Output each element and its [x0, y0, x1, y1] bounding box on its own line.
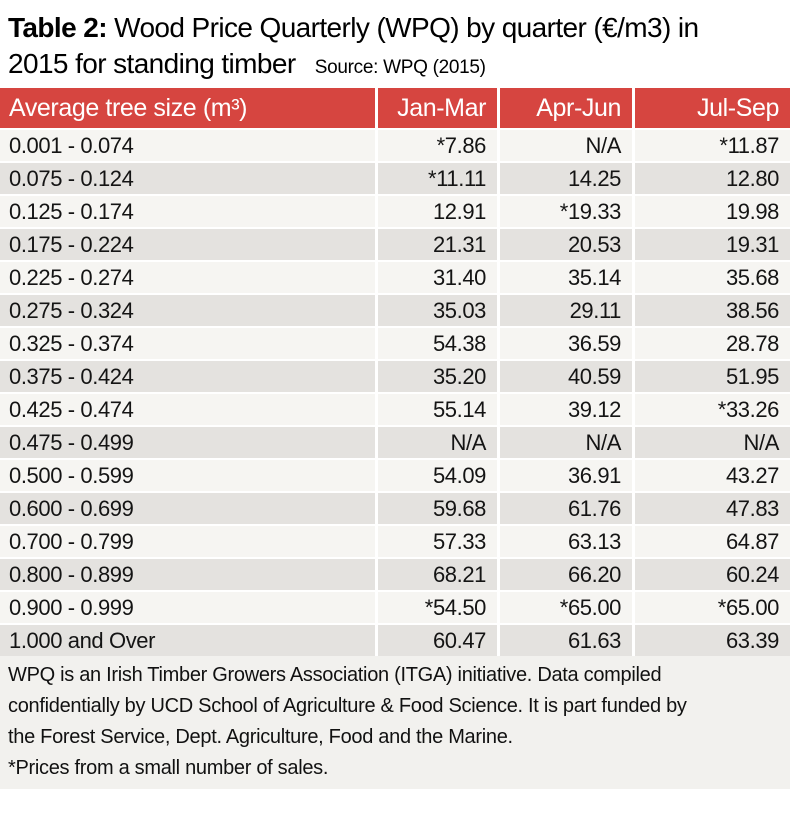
title-text-1: Wood Price Quarterly (WPQ) by quarter (€… — [114, 12, 699, 43]
cell-apr-jun: 39.12 — [497, 394, 632, 425]
table-row: 0.700 - 0.799 57.33 63.13 64.87 — [0, 524, 790, 557]
cell-jan-mar: 55.14 — [375, 394, 497, 425]
cell-tree-size: 0.175 - 0.224 — [9, 231, 134, 257]
table-header-row: Average tree size (m³) Jan-Mar Apr-Jun J… — [0, 88, 790, 128]
header-cell-apr-jun: Apr-Jun — [497, 88, 632, 128]
footer-note-line: WPQ is an Irish Timber Growers Associati… — [8, 664, 662, 686]
cell-apr-jun: N/A — [497, 130, 632, 161]
cell-jan-mar: 31.40 — [375, 262, 497, 293]
cell-jan-mar: *11.11 — [375, 163, 497, 194]
cell-jul-sep: 12.80 — [632, 163, 790, 194]
cell-jan-mar: 57.33 — [375, 526, 497, 557]
table-row: 0.175 - 0.224 21.31 20.53 19.31 — [0, 227, 790, 260]
cell-jul-sep: 43.27 — [632, 460, 790, 491]
table-row: 0.900 - 0.999 *54.50 *65.00 *65.00 — [0, 590, 790, 623]
table-row: 0.275 - 0.324 35.03 29.11 38.56 — [0, 293, 790, 326]
table-row: 0.075 - 0.124 *11.11 14.25 12.80 — [0, 161, 790, 194]
cell-apr-jun: *19.33 — [497, 196, 632, 227]
cell-tree-size: 0.900 - 0.999 — [9, 594, 134, 620]
title-text-2: 2015 for standing timber — [8, 48, 296, 79]
footer-asterisk-note: *Prices from a small number of sales. — [8, 757, 329, 779]
title-label: Table 2: — [8, 12, 108, 43]
table-row: 0.325 - 0.374 54.38 36.59 28.78 — [0, 326, 790, 359]
cell-apr-jun: 40.59 — [497, 361, 632, 392]
table-row: 0.125 - 0.174 12.91 *19.33 19.98 — [0, 194, 790, 227]
title-line-2: 2015 for standing timber Source: WPQ (20… — [8, 46, 782, 86]
cell-apr-jun: *65.00 — [497, 592, 632, 623]
cell-tree-size: 0.425 - 0.474 — [9, 396, 134, 422]
header-cell-jan-mar: Jan-Mar — [375, 88, 497, 128]
cell-apr-jun: 61.76 — [497, 493, 632, 524]
cell-jul-sep: 64.87 — [632, 526, 790, 557]
cell-apr-jun: N/A — [497, 427, 632, 458]
table-row: 0.425 - 0.474 55.14 39.12 *33.26 — [0, 392, 790, 425]
cell-jul-sep: N/A — [632, 427, 790, 458]
cell-jul-sep: 19.31 — [632, 229, 790, 260]
cell-jul-sep: *11.87 — [632, 130, 790, 161]
title-source: Source: WPQ (2015) — [314, 57, 486, 78]
header-cell-tree-size: Average tree size (m³) — [9, 93, 248, 122]
cell-apr-jun: 14.25 — [497, 163, 632, 194]
table-row: 0.001 - 0.074 *7.86 N/A *11.87 — [0, 128, 790, 161]
cell-tree-size: 0.225 - 0.274 — [9, 264, 134, 290]
cell-jul-sep: 19.98 — [632, 196, 790, 227]
cell-apr-jun: 35.14 — [497, 262, 632, 293]
table-row: 0.475 - 0.499 N/A N/A N/A — [0, 425, 790, 458]
cell-tree-size: 0.600 - 0.699 — [9, 495, 134, 521]
cell-apr-jun: 36.59 — [497, 328, 632, 359]
cell-apr-jun: 36.91 — [497, 460, 632, 491]
cell-jul-sep: 35.68 — [632, 262, 790, 293]
cell-jul-sep: 51.95 — [632, 361, 790, 392]
cell-tree-size: 0.800 - 0.899 — [9, 561, 134, 587]
cell-jan-mar: 12.91 — [375, 196, 497, 227]
cell-jan-mar: 60.47 — [375, 625, 497, 656]
cell-jan-mar: 59.68 — [375, 493, 497, 524]
cell-apr-jun: 29.11 — [497, 295, 632, 326]
cell-apr-jun: 66.20 — [497, 559, 632, 590]
cell-tree-size: 0.001 - 0.074 — [9, 132, 134, 158]
table-title: Table 2: Wood Price Quarterly (WPQ) by q… — [0, 0, 790, 88]
cell-jul-sep: *65.00 — [632, 592, 790, 623]
cell-jan-mar: *7.86 — [375, 130, 497, 161]
cell-tree-size: 0.500 - 0.599 — [9, 462, 134, 488]
footer-note-line: confidentially by UCD School of Agricult… — [8, 695, 687, 717]
cell-apr-jun: 61.63 — [497, 625, 632, 656]
cell-tree-size: 0.075 - 0.124 — [9, 165, 134, 191]
cell-jan-mar: N/A — [375, 427, 497, 458]
title-line-1: Table 2: Wood Price Quarterly (WPQ) by q… — [8, 10, 782, 46]
cell-tree-size: 0.275 - 0.324 — [9, 297, 134, 323]
table-row: 0.225 - 0.274 31.40 35.14 35.68 — [0, 260, 790, 293]
cell-jan-mar: 54.38 — [375, 328, 497, 359]
table-footer: WPQ is an Irish Timber Growers Associati… — [0, 656, 790, 789]
cell-tree-size: 1.000 and Over — [9, 627, 156, 653]
cell-jul-sep: 47.83 — [632, 493, 790, 524]
table-row: 0.375 - 0.424 35.20 40.59 51.95 — [0, 359, 790, 392]
cell-jul-sep: *33.26 — [632, 394, 790, 425]
cell-apr-jun: 63.13 — [497, 526, 632, 557]
cell-tree-size: 0.125 - 0.174 — [9, 198, 134, 224]
cell-tree-size: 0.700 - 0.799 — [9, 528, 134, 554]
cell-jan-mar: 68.21 — [375, 559, 497, 590]
cell-jan-mar: 54.09 — [375, 460, 497, 491]
cell-jul-sep: 60.24 — [632, 559, 790, 590]
table-row: 0.600 - 0.699 59.68 61.76 47.83 — [0, 491, 790, 524]
cell-tree-size: 0.375 - 0.424 — [9, 363, 134, 389]
cell-jan-mar: 35.03 — [375, 295, 497, 326]
cell-tree-size: 0.325 - 0.374 — [9, 330, 134, 356]
cell-jul-sep: 63.39 — [632, 625, 790, 656]
cell-apr-jun: 20.53 — [497, 229, 632, 260]
footer-note-line: the Forest Service, Dept. Agriculture, F… — [8, 726, 513, 748]
cell-tree-size: 0.475 - 0.499 — [9, 429, 134, 455]
table-row: 1.000 and Over 60.47 61.63 63.39 — [0, 623, 790, 656]
table-row: 0.800 - 0.899 68.21 66.20 60.24 — [0, 557, 790, 590]
cell-jan-mar: *54.50 — [375, 592, 497, 623]
cell-jan-mar: 35.20 — [375, 361, 497, 392]
table-row: 0.500 - 0.599 54.09 36.91 43.27 — [0, 458, 790, 491]
cell-jan-mar: 21.31 — [375, 229, 497, 260]
cell-jul-sep: 28.78 — [632, 328, 790, 359]
table-body: 0.001 - 0.074 *7.86 N/A *11.87 0.075 - 0.124… — [0, 128, 790, 656]
cell-jul-sep: 38.56 — [632, 295, 790, 326]
header-cell-jul-sep: Jul-Sep — [632, 88, 790, 128]
